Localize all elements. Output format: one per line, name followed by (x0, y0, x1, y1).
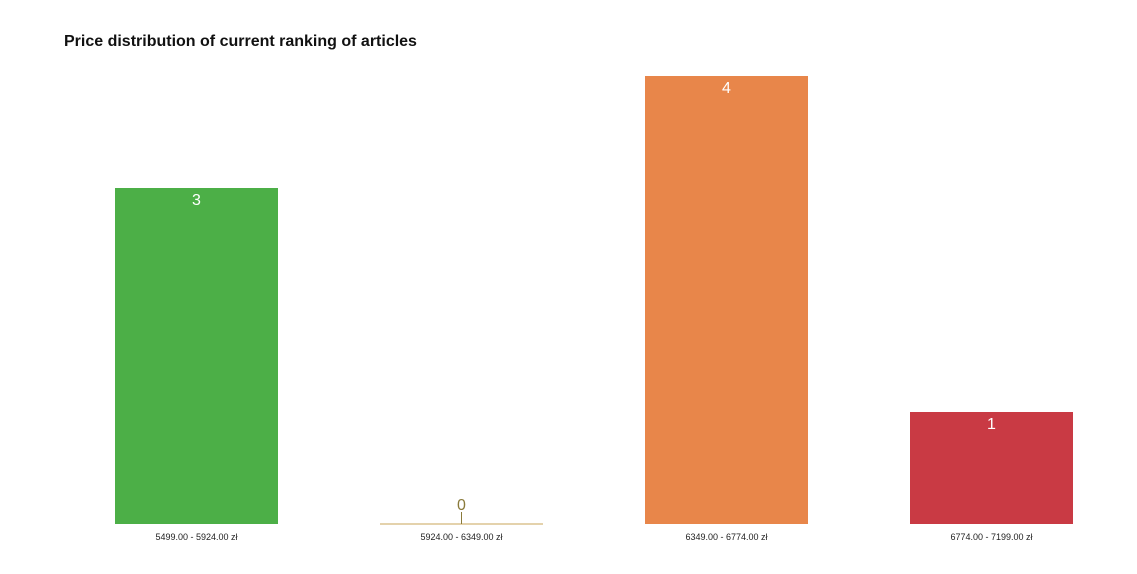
x-tick-label-2: 6349.00 - 6774.00 zł (685, 532, 767, 542)
bar-2[interactable] (645, 76, 808, 524)
bar-value-label-1: 0 (457, 497, 466, 514)
bar-3[interactable] (910, 412, 1073, 524)
bar-value-label-2: 4 (722, 80, 731, 97)
bar-value-label-3: 1 (987, 416, 996, 433)
bar-0[interactable] (115, 188, 278, 524)
bar-value-label-0: 3 (192, 192, 201, 209)
x-tick-label-3: 6774.00 - 7199.00 zł (950, 532, 1032, 542)
chart-title: Price distribution of current ranking of… (64, 33, 417, 50)
x-tick-label-1: 5924.00 - 6349.00 zł (420, 532, 502, 542)
x-tick-label-0: 5499.00 - 5924.00 zł (155, 532, 237, 542)
